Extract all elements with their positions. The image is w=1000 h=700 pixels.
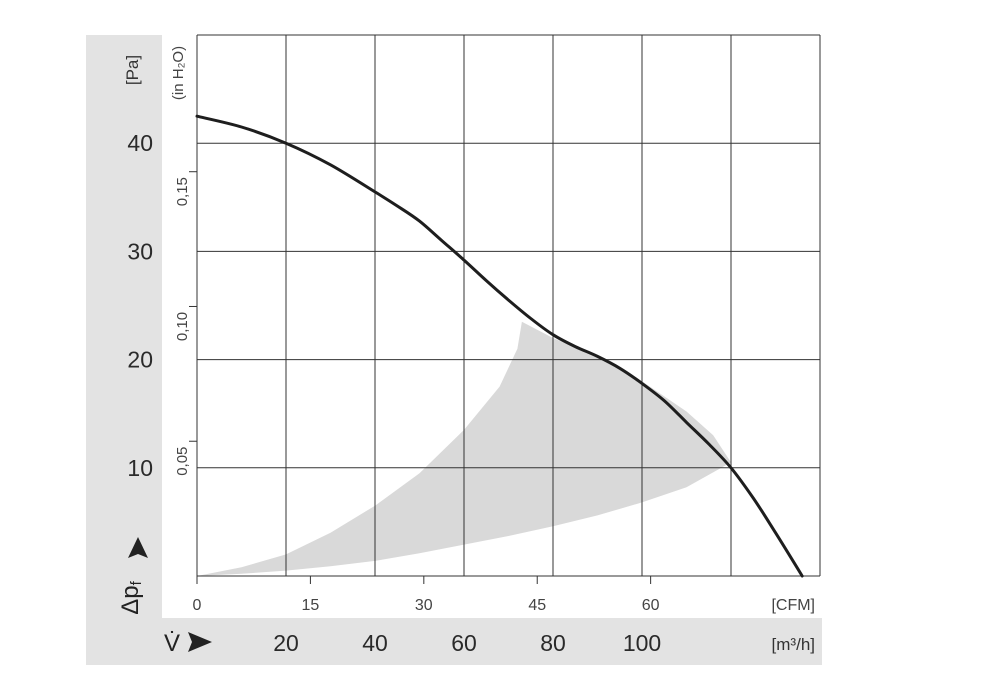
y-secondary-tick-label-0,05: 0,05 xyxy=(174,447,191,476)
x-tick-label-80: 80 xyxy=(540,630,566,656)
y-axis-unit-label: [Pa] xyxy=(123,55,142,85)
x-axis-title: V̇ xyxy=(164,629,212,657)
x-axis-symbol: V̇ xyxy=(164,629,180,657)
y-axis-symbol-subscript: f xyxy=(128,580,145,585)
tick-labels: 10 20 30 40 0,05 0,10 0,15 20 40 60 80 100 0 15 30 45 60 xyxy=(127,130,661,656)
grid xyxy=(189,34,821,584)
y-tick-label-20: 20 xyxy=(127,347,153,373)
y-axis-secondary-unit-label: (in H₂O) xyxy=(170,46,187,100)
x-axis-secondary-unit-label: [CFM] xyxy=(771,597,815,614)
y-secondary-tick-label-0,15: 0,15 xyxy=(174,177,191,206)
y-axis-symbol: Δp xyxy=(117,585,144,614)
x-secondary-tick-label-45: 45 xyxy=(528,597,546,614)
left-label-panel xyxy=(86,35,162,665)
series-layer xyxy=(195,114,804,578)
x-secondary-tick-label-30: 30 xyxy=(415,597,433,614)
y-tick-label-30: 30 xyxy=(127,238,153,264)
y-tick-label-40: 40 xyxy=(127,130,153,156)
y-tick-label-10: 10 xyxy=(127,455,153,481)
x-tick-label-100: 100 xyxy=(623,630,661,656)
x-axis-unit-label: [m³/h] xyxy=(772,635,815,654)
y-axis-title: Δpf xyxy=(117,537,148,615)
y-axis-arrow-icon xyxy=(128,537,148,558)
x-secondary-tick-label-15: 15 xyxy=(302,597,320,614)
y-secondary-tick-label-0,10: 0,10 xyxy=(174,312,191,341)
x-tick-label-60: 60 xyxy=(451,630,477,656)
series-line xyxy=(195,114,804,578)
x-secondary-tick-label-0: 0 xyxy=(193,597,202,614)
x-axis-arrow-icon xyxy=(188,632,212,652)
svg-text:Δpf: Δpf xyxy=(117,580,145,614)
x-tick-label-40: 40 xyxy=(362,630,388,656)
x-tick-label-20: 20 xyxy=(273,630,299,656)
x-secondary-tick-label-60: 60 xyxy=(642,597,660,614)
